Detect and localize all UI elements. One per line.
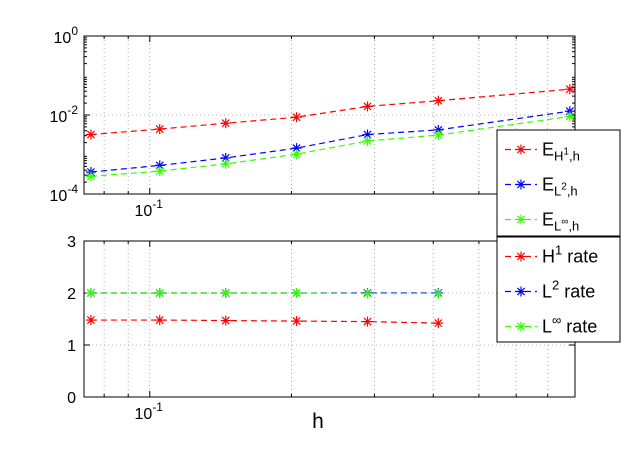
- data-point: [291, 143, 302, 154]
- legend-entry: EH1,h: [505, 140, 580, 164]
- legend-marker: [516, 144, 526, 155]
- data-point: [291, 316, 302, 327]
- legend-marker: [516, 214, 526, 225]
- data-point: [433, 95, 444, 106]
- series-line: [90, 292, 439, 295]
- rate-legend: H1 rate L2 rate L∞ rate: [496, 236, 621, 343]
- data-point: [154, 288, 165, 298]
- legend-marker: [516, 251, 526, 262]
- legend-marker: [516, 286, 526, 297]
- legend-marker: [516, 179, 526, 190]
- data-point: [220, 152, 231, 163]
- data-point: [362, 288, 373, 299]
- error-plot: 10-4 10-2 100 10-1: [50, 24, 576, 220]
- data-point: [564, 84, 575, 95]
- legend-label: H1 rate: [542, 243, 598, 267]
- legend-entry: EL2,h: [505, 175, 578, 199]
- data-point: [220, 158, 231, 169]
- axes-frame: [83, 35, 576, 195]
- data-point: [433, 288, 444, 299]
- legend-entry: L∞ rate: [505, 313, 597, 337]
- legend-label: EL2,h: [542, 175, 578, 199]
- legend-label: EL∞,h: [542, 210, 579, 234]
- data-point: [85, 129, 96, 140]
- x-axis-label: h: [312, 410, 324, 433]
- legend-label: EH1,h: [542, 140, 580, 164]
- y-tick-label: 100: [54, 24, 79, 47]
- data-point: [220, 118, 231, 129]
- data-point: [220, 315, 231, 326]
- legend-label: L∞ rate: [542, 313, 597, 337]
- data-point: [362, 101, 373, 112]
- data-point: [154, 166, 165, 177]
- series-0: [85, 84, 575, 140]
- data-point: [433, 318, 444, 329]
- legend-box: [496, 129, 621, 237]
- legend-marker: [516, 321, 526, 332]
- data-point: [85, 288, 96, 298]
- y-tick-label: 2: [67, 286, 76, 303]
- y-tick-label: 10-4: [50, 182, 79, 205]
- legend-entry: L2 rate: [505, 278, 595, 302]
- y-tick-label: 1: [67, 338, 76, 355]
- legend-box: [496, 236, 621, 343]
- data-point: [291, 288, 302, 298]
- series-2: [85, 111, 575, 182]
- data-point: [291, 112, 302, 123]
- data-point: [291, 149, 302, 160]
- y-tick-label: 0: [67, 390, 76, 407]
- series-line: [90, 88, 570, 136]
- y-tick-label: 10-2: [50, 103, 79, 126]
- y-tick-label: 3: [67, 234, 76, 251]
- legend-label: L2 rate: [542, 278, 595, 302]
- data-point: [362, 316, 373, 327]
- x-tick-label: 10-1: [135, 400, 164, 423]
- series-0: [85, 315, 444, 329]
- data-point: [220, 288, 231, 298]
- data-point: [154, 124, 165, 135]
- data-point: [433, 130, 444, 141]
- series-2: [85, 288, 444, 299]
- data-point: [85, 171, 96, 182]
- series-line: [90, 319, 439, 324]
- legend-entry: EL∞,h: [505, 210, 579, 234]
- data-point: [154, 160, 165, 171]
- x-tick-label: 10-1: [135, 197, 164, 220]
- data-point: [564, 111, 575, 122]
- error-legend: EH1,h EL2,h EL∞,h: [496, 129, 621, 237]
- legend-entry: H1 rate: [505, 243, 598, 267]
- data-point: [85, 315, 96, 326]
- data-point: [362, 135, 373, 146]
- data-point: [154, 315, 165, 326]
